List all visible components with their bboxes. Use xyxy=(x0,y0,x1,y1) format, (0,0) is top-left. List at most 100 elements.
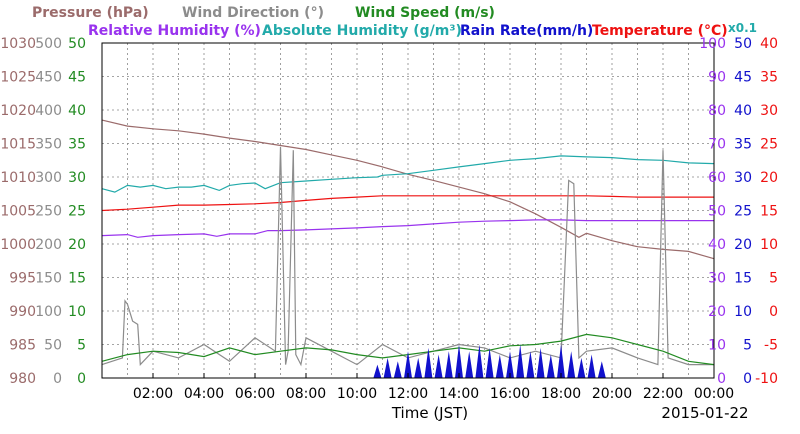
legend: Pressure (hPa) Wind Direction (°) Wind S… xyxy=(32,5,757,39)
x-axis: 02:00 04:00 06:00 08:00 10:00 12:00 14:00 16:00… xyxy=(133,373,734,402)
wind-direction-tick-label: 500 xyxy=(35,36,62,52)
wind-speed-tick-label: 10 xyxy=(68,304,86,320)
rain-rate-tick-label: 30 xyxy=(734,170,752,186)
pressure-tick-label: 995 xyxy=(9,271,36,287)
rain-rate-spike xyxy=(485,347,494,378)
humidity-tick-label: 40 xyxy=(708,237,726,253)
humidity-tick-label: 90 xyxy=(708,70,726,86)
wind-speed-tick-label: 40 xyxy=(68,103,86,119)
rain-rate-tick-label: 40 xyxy=(734,103,752,119)
rain-rate-spike xyxy=(383,357,392,378)
x-tick-label: 08:00 xyxy=(286,386,326,402)
pressure-tick-label: 1005 xyxy=(0,204,36,220)
rain-rate-spike xyxy=(506,351,514,378)
wind-speed-tick-label: 35 xyxy=(68,137,86,153)
wind-speed-tick-label: 25 xyxy=(68,204,86,220)
humidity-tick-label: 0 xyxy=(717,371,726,387)
grid xyxy=(102,43,714,378)
rain-rate-spike xyxy=(577,357,586,378)
rain-rate-tick-label: 20 xyxy=(734,237,752,253)
rain-rate-spike xyxy=(373,364,382,378)
x-tick-label: 00:00 xyxy=(694,386,734,402)
pressure-tick-label: 980 xyxy=(9,371,36,387)
x-tick-label: 12:00 xyxy=(388,386,428,402)
temperature-tick-label: -5 xyxy=(764,338,778,354)
x-axis-label: Time (JST) xyxy=(391,404,468,422)
x-tick-label: 20:00 xyxy=(592,386,632,402)
legend-pressure: Pressure (hPa) xyxy=(32,5,149,21)
rain-rate-tick-label: 15 xyxy=(734,271,752,287)
wind-direction-tick-label: 200 xyxy=(35,237,62,253)
wind-direction-tick-label: 300 xyxy=(35,170,62,186)
legend-rain-rate: Rain Rate(mm/h) xyxy=(460,23,593,39)
date-label: 2015-01-22 xyxy=(661,404,748,422)
rain-rate-spike xyxy=(424,347,433,378)
wind-direction-tick-label: 350 xyxy=(35,137,62,153)
legend-wind-direction: Wind Direction (°) xyxy=(182,5,324,21)
legend-relative-humidity: Relative Humidity (%) xyxy=(88,23,261,39)
pressure-tick-label: 990 xyxy=(9,304,36,320)
pressure-tick-label: 985 xyxy=(9,338,36,354)
y-axes: 9809859909951000100510101015102010251030… xyxy=(0,36,778,387)
legend-absolute-humidity: Absolute Humidity (g/m³) xyxy=(262,23,462,39)
x-tick-label: 14:00 xyxy=(439,386,479,402)
rain-rate-spike xyxy=(455,344,463,378)
wind-speed-tick-label: 0 xyxy=(77,371,86,387)
pressure-tick-label: 1020 xyxy=(0,103,36,119)
pressure-tick-label: 1025 xyxy=(0,70,36,86)
pressure-hpa-line xyxy=(101,119,715,260)
wind-direction-tick-label: 150 xyxy=(35,271,62,287)
rain-rate-spike xyxy=(526,351,535,378)
rain-rate-tick-label: 5 xyxy=(743,338,752,354)
rain-rate-spike xyxy=(546,354,555,378)
rain-rate-spike xyxy=(475,344,484,378)
rain-rate-spike xyxy=(587,354,596,378)
wind-direction-tick-label: 0 xyxy=(53,371,62,387)
wind-direction-tick-label: 100 xyxy=(35,304,62,320)
temperature-tick-label: 25 xyxy=(760,137,778,153)
rain-rate-tick-label: 0 xyxy=(743,371,752,387)
legend-wind-speed: Wind Speed (m/s) xyxy=(355,5,495,21)
temperature-tick-label: 0 xyxy=(769,304,778,320)
wind-speed-tick-label: 45 xyxy=(68,70,86,86)
x-tick-label: 04:00 xyxy=(184,386,224,402)
temperature-tick-label: 20 xyxy=(760,170,778,186)
legend-temperature: Temperature (°C) xyxy=(592,23,728,39)
humidity-tick-label: 60 xyxy=(708,170,726,186)
rain-rate-tick-label: 10 xyxy=(734,304,752,320)
wind-speed-tick-label: 30 xyxy=(68,170,86,186)
humidity-tick-label: 20 xyxy=(708,304,726,320)
temperature-tick-label: 40 xyxy=(760,36,778,52)
rain-rate-spike xyxy=(597,361,606,378)
rain-rate-spike xyxy=(495,354,504,378)
humidity-tick-label: 100 xyxy=(699,36,726,52)
temperature-tick-label: 15 xyxy=(760,204,778,220)
wind-speed-tick-label: 50 xyxy=(68,36,86,52)
temperature-tick-label: 10 xyxy=(760,237,778,253)
humidity-tick-label: 70 xyxy=(708,137,726,153)
pressure-tick-label: 1015 xyxy=(0,137,36,153)
wind-direction-tick-label: 50 xyxy=(44,338,62,354)
rain-rate-spike xyxy=(567,351,576,378)
wind-direction-tick-label: 400 xyxy=(35,103,62,119)
x-tick-label: 02:00 xyxy=(133,386,173,402)
rain-rate-spike xyxy=(516,344,525,378)
legend-scale-note: x0.1 xyxy=(728,21,757,35)
temperature-tick-label: 5 xyxy=(769,271,778,287)
rain-rate-tick-label: 25 xyxy=(734,204,752,220)
pressure-tick-label: 1000 xyxy=(0,237,36,253)
series-layer xyxy=(101,119,715,378)
rain-rate-spike xyxy=(444,351,453,378)
humidity-tick-label: 80 xyxy=(708,103,726,119)
wind-direction-tick-label: 250 xyxy=(35,204,62,220)
absolute-humidity-g-m-line xyxy=(101,155,715,193)
wind-speed-tick-label: 15 xyxy=(68,271,86,287)
rain-rate-spike xyxy=(465,351,474,378)
temperature-tick-label: 30 xyxy=(760,103,778,119)
pressure-tick-label: 1010 xyxy=(0,170,36,186)
x-tick-label: 06:00 xyxy=(235,386,275,402)
humidity-tick-label: 30 xyxy=(708,271,726,287)
wind-speed-tick-label: 20 xyxy=(68,237,86,253)
rain-rate-spike xyxy=(393,361,402,378)
